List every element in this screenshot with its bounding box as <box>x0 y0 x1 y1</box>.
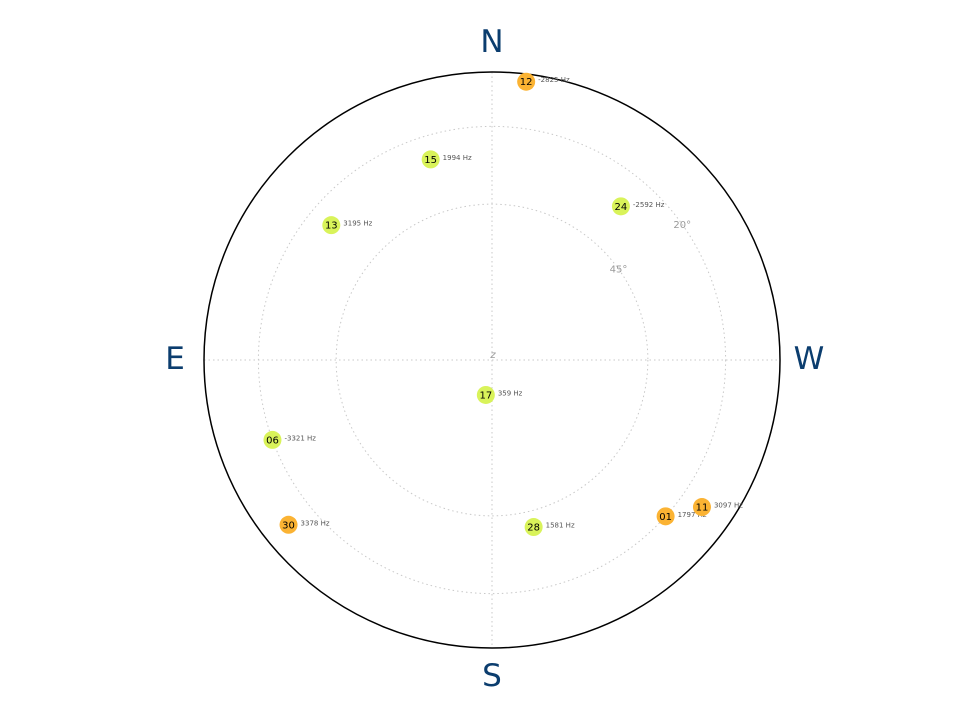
satellite-17[interactable]: 17 359 Hz <box>476 385 523 404</box>
satellite-06[interactable]: 06 -3321 Hz <box>263 430 316 449</box>
grid-layer <box>204 72 780 648</box>
satellite-id-label: 11 <box>696 503 709 514</box>
satellite-marker[interactable] <box>279 515 298 534</box>
satellite-doppler-label: 1581 Hz <box>546 522 575 530</box>
satellite-id-label: 13 <box>325 221 338 232</box>
satellite-12[interactable]: 12 -2825 Hz <box>517 72 570 91</box>
satellite-28[interactable]: 28 1581 Hz <box>524 518 575 537</box>
elevation-ring-20 <box>257 125 727 595</box>
satellite-13[interactable]: 13 3195 Hz <box>322 216 373 235</box>
satellite-id-label: 17 <box>479 390 492 401</box>
satellite-marker[interactable] <box>517 72 536 91</box>
satellite-marker[interactable] <box>263 430 282 449</box>
satellite-doppler-label: 1994 Hz <box>443 154 472 162</box>
elevation-ring-45 <box>335 203 649 517</box>
west-label: W <box>794 341 825 377</box>
satellite-doppler-label: 1797 Hz <box>678 511 707 519</box>
elevation-ring-label-20: 20° <box>673 220 691 231</box>
satellite-30[interactable]: 30 3378 Hz <box>279 515 330 534</box>
satellite-id-label: 01 <box>659 512 672 523</box>
satellite-11[interactable]: 11 3097 Hz <box>692 498 743 517</box>
satellite-marker[interactable] <box>611 197 630 216</box>
satellite-15[interactable]: 15 1994 Hz <box>421 150 472 169</box>
satellite-doppler-label: 3378 Hz <box>301 519 330 527</box>
satellite-marker[interactable] <box>692 498 711 517</box>
satellite-id-label: 15 <box>424 155 437 166</box>
south-label: S <box>482 658 502 694</box>
outline-layer <box>203 71 781 649</box>
north-label: N <box>480 24 503 60</box>
satellite-doppler-label: 3195 Hz <box>343 220 372 228</box>
satellite-doppler-label: 359 Hz <box>498 389 523 397</box>
zenith-label: z <box>489 350 496 361</box>
satellite-doppler-label: -2592 Hz <box>633 201 665 209</box>
satellite-marker[interactable] <box>524 518 543 537</box>
satellite-marker[interactable] <box>656 507 675 526</box>
satellite-24[interactable]: 24 -2592 Hz <box>611 197 665 216</box>
satellite-id-label: 30 <box>282 520 295 531</box>
satellite-id-label: 06 <box>266 435 279 446</box>
satellite-id-label: 28 <box>527 523 540 534</box>
east-label: E <box>165 341 185 377</box>
satellite-layer: 12 -2825 Hz 15 1994 Hz 24 -2592 Hz 13 3195 Hz 17… <box>263 72 743 537</box>
satellite-id-label: 12 <box>520 77 533 88</box>
horizon-ring <box>203 71 781 649</box>
satellite-marker[interactable] <box>421 150 440 169</box>
label-layer: N S E W z 45° 20° <box>165 24 824 694</box>
satellite-marker[interactable] <box>476 385 495 404</box>
satellite-id-label: 24 <box>615 202 628 213</box>
satellite-01[interactable]: 01 1797 Hz <box>656 507 707 526</box>
satellite-doppler-label: 3097 Hz <box>714 502 743 510</box>
satellite-doppler-label: -3321 Hz <box>284 434 316 442</box>
satellite-doppler-label: -2825 Hz <box>538 76 570 84</box>
satellite-marker[interactable] <box>322 216 341 235</box>
elevation-ring-label-45: 45° <box>610 265 628 276</box>
